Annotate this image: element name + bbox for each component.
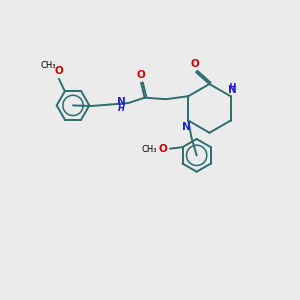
Text: CH₃: CH₃: [141, 145, 157, 154]
Text: H: H: [118, 104, 125, 113]
Text: CH₃: CH₃: [41, 61, 56, 70]
Text: H: H: [229, 83, 236, 92]
Text: O: O: [159, 144, 168, 154]
Text: N: N: [182, 122, 191, 132]
Text: O: O: [190, 59, 199, 69]
Text: O: O: [55, 66, 63, 76]
Text: N: N: [228, 85, 236, 95]
Text: N: N: [117, 97, 125, 107]
Text: O: O: [137, 70, 146, 80]
